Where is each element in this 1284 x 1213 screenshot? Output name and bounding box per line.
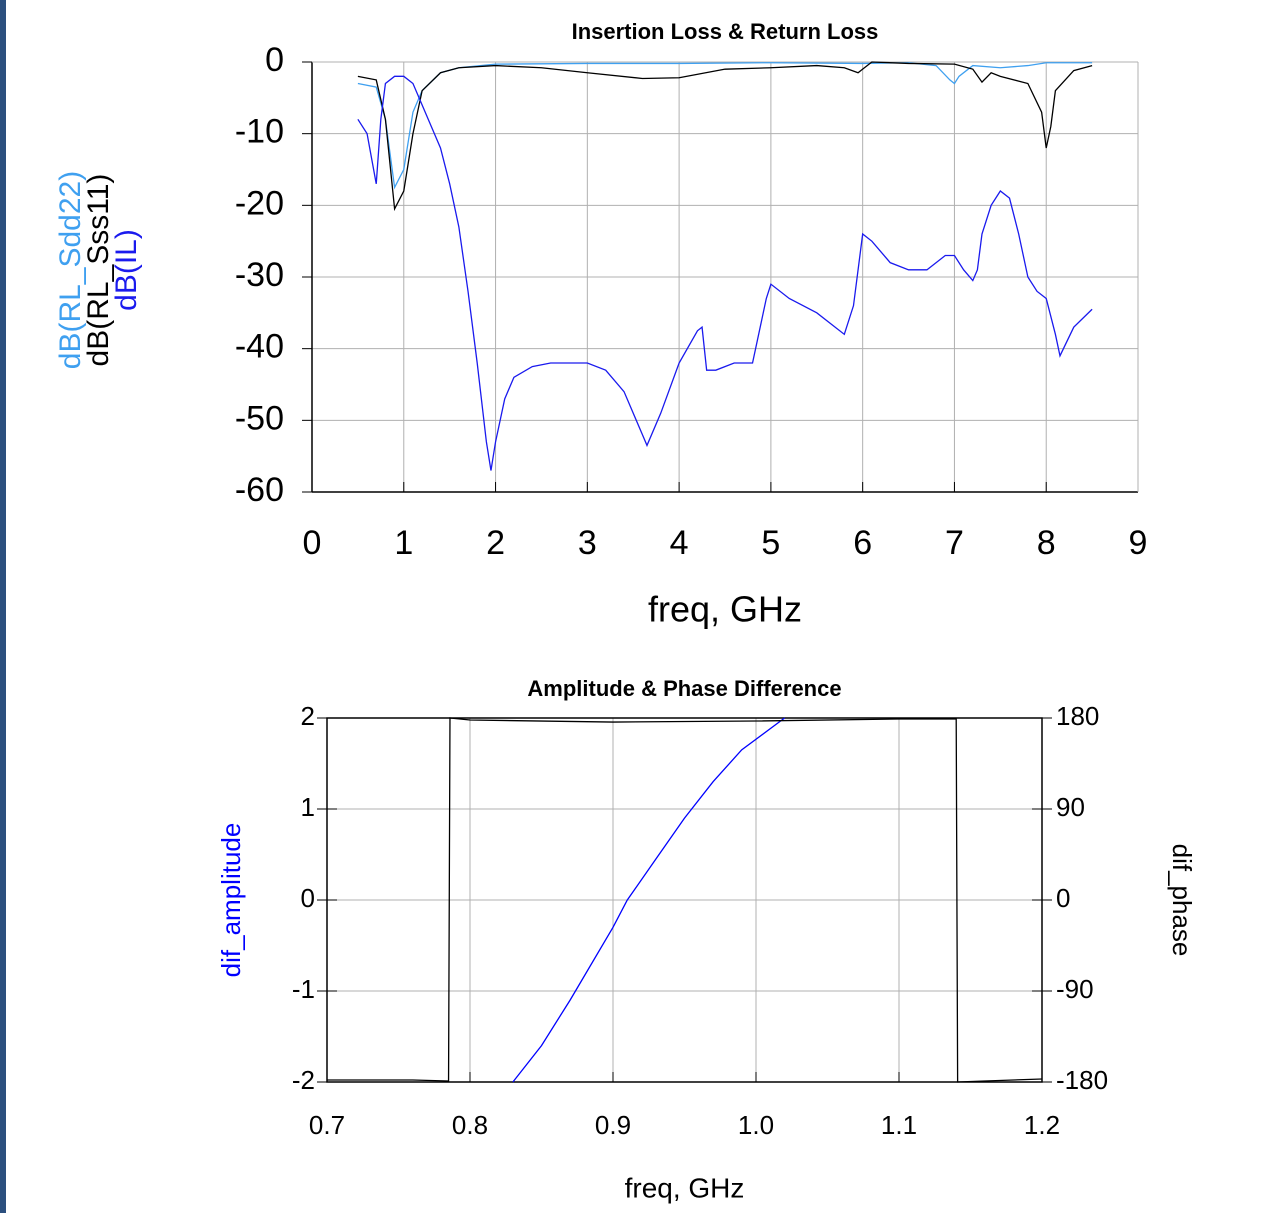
y2-tick-label: -180 xyxy=(1056,1065,1108,1095)
y-tick-label: -20 xyxy=(235,184,284,222)
series-axis-label: dB(RL_Sss11) xyxy=(82,174,115,367)
series-axis-label: dif_amplitude xyxy=(216,823,246,978)
series-line xyxy=(357,75,1093,471)
y-tick-label: 0 xyxy=(265,41,284,79)
y2-tick-label: 90 xyxy=(1056,792,1085,822)
x-tick-label: 1.1 xyxy=(881,1110,917,1140)
x-tick-label: 1 xyxy=(394,524,413,562)
x-tick-label: 6 xyxy=(853,524,872,562)
x-tick-label: 0.9 xyxy=(595,1110,631,1140)
x-tick-label: 1.0 xyxy=(738,1110,774,1140)
window-border xyxy=(0,0,6,1213)
x-tick-label: 9 xyxy=(1129,524,1148,562)
y-tick-label: 1 xyxy=(301,792,315,822)
series-axis-label: dB(IL) xyxy=(110,229,143,311)
y2-tick-label: -90 xyxy=(1056,974,1094,1004)
y-tick-label: -50 xyxy=(235,399,284,437)
x-tick-label: 0.8 xyxy=(452,1110,488,1140)
y-tick-label: -60 xyxy=(235,471,284,509)
series-line xyxy=(512,717,785,1083)
chart-title: Amplitude & Phase Difference xyxy=(527,676,841,701)
y-tick-label: -40 xyxy=(235,328,284,366)
y2-tick-label: 0 xyxy=(1056,883,1070,913)
x-tick-label: 0.7 xyxy=(309,1110,345,1140)
x-tick-label: 8 xyxy=(1037,524,1056,562)
y-tick-label: -1 xyxy=(292,974,315,1004)
y-tick-label: -2 xyxy=(292,1065,315,1095)
series-line xyxy=(357,61,1093,212)
x-tick-label: 1.2 xyxy=(1024,1110,1060,1140)
series-axis-label: dB(RL_Sdd22) xyxy=(54,171,87,369)
x-tick-label: 5 xyxy=(761,524,780,562)
x-tick-label: 3 xyxy=(578,524,597,562)
y-tick-label: 2 xyxy=(301,701,315,731)
x-tick-label: 7 xyxy=(945,524,964,562)
x-axis-label: freq, GHz xyxy=(625,1172,745,1203)
y-tick-label: -10 xyxy=(235,113,284,151)
series-axis-label: dif_phase xyxy=(1167,844,1197,957)
series-line xyxy=(327,717,1043,1083)
y-tick-label: -30 xyxy=(235,256,284,294)
x-tick-label: 2 xyxy=(486,524,505,562)
plot-frame xyxy=(326,717,1043,1083)
x-axis-label: freq, GHz xyxy=(648,589,802,630)
chart-title: Insertion Loss & Return Loss xyxy=(572,19,879,44)
y2-tick-label: 180 xyxy=(1056,701,1099,731)
y-tick-label: 0 xyxy=(301,883,315,913)
series-line xyxy=(357,62,1093,190)
x-tick-label: 4 xyxy=(670,524,689,562)
x-tick-label: 0 xyxy=(303,524,322,562)
